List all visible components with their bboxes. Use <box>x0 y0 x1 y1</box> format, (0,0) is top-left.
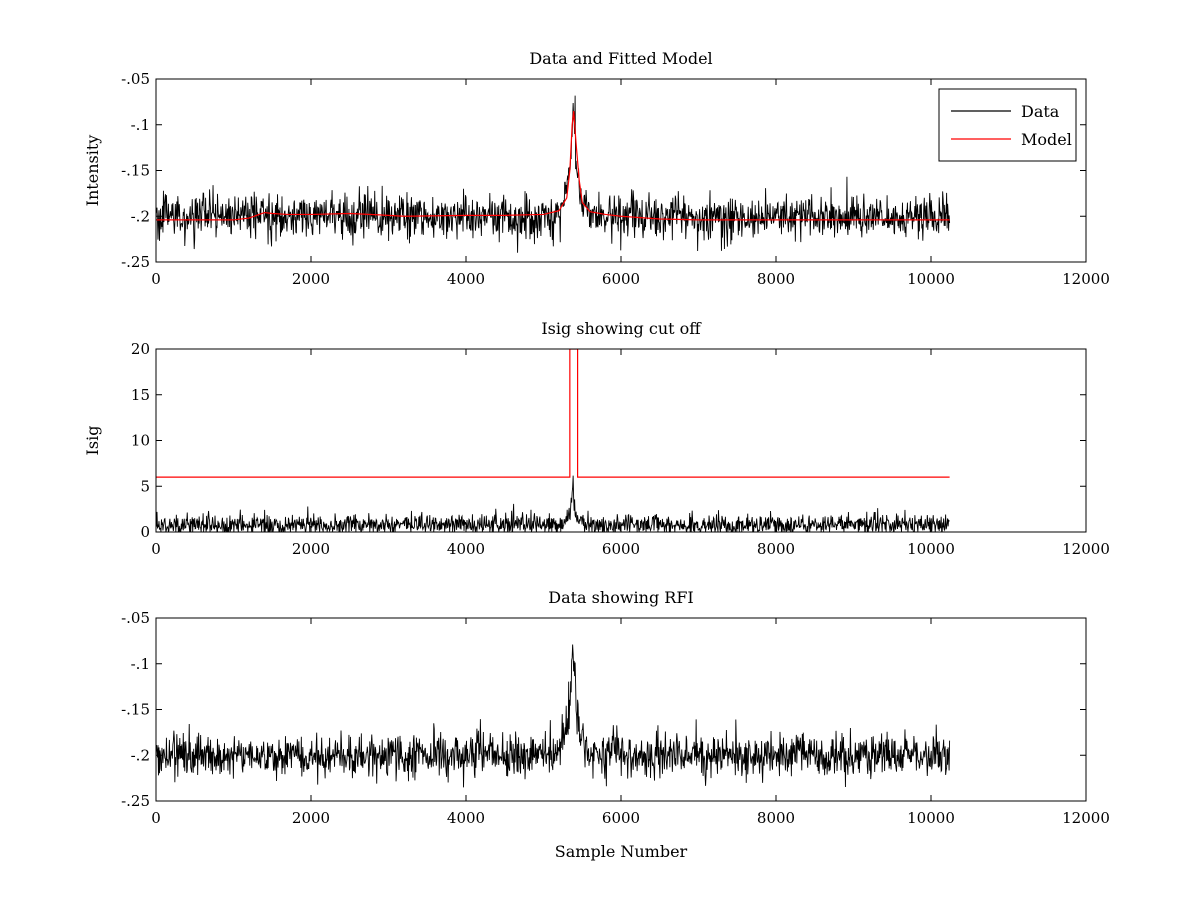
chart-title: Data showing RFI <box>548 588 693 607</box>
x-tick-label: 8000 <box>757 270 795 288</box>
x-tick-label: 0 <box>151 809 161 827</box>
x-tick-label: 4000 <box>447 270 485 288</box>
y-tick-label: -.1 <box>131 116 150 134</box>
x-axis-label: Sample Number <box>555 842 688 861</box>
y-tick-label: 0 <box>140 523 150 541</box>
y-tick-label: -.05 <box>121 70 150 88</box>
x-tick-label: 10000 <box>907 270 955 288</box>
y-tick-label: -.15 <box>121 162 150 180</box>
x-tick-label: 2000 <box>292 270 330 288</box>
chart-panel-2: 0 2000 4000 6000 8000 10000 12000 0 5 10 15 20 Isig … <box>83 319 1110 558</box>
y-axis-label: Isig <box>83 426 102 456</box>
y-tick-label: -.2 <box>131 746 150 764</box>
y-tick-label: 5 <box>140 477 150 495</box>
plot-area <box>156 95 951 253</box>
legend-label-data: Data <box>1021 102 1060 121</box>
legend-box <box>938 88 1077 162</box>
chart-title: Isig showing cut off <box>541 319 702 338</box>
x-tick-label: 8000 <box>757 540 795 558</box>
x-tick-label: 4000 <box>447 809 485 827</box>
x-tick-label: 6000 <box>602 270 640 288</box>
series-line-data <box>156 95 951 253</box>
y-axis-label: Intensity <box>83 135 102 207</box>
y-tick-label: 20 <box>131 340 150 358</box>
x-tick-label: 12000 <box>1062 540 1110 558</box>
chart-title: Data and Fitted Model <box>529 49 712 68</box>
chart-panel-1: 0 2000 4000 6000 8000 10000 12000 -.05 -.1 -.15 -.… <box>83 49 1110 288</box>
y-tick-label: 15 <box>131 386 150 404</box>
series-line-2 <box>156 349 950 478</box>
y-tick-label: -.15 <box>121 701 150 719</box>
plot-area <box>156 644 951 788</box>
x-tick-label: 0 <box>151 270 161 288</box>
series-line-1 <box>156 475 950 532</box>
x-tick-label: 2000 <box>292 540 330 558</box>
y-tick-label: -.25 <box>121 792 150 810</box>
y-tick-label: 10 <box>131 432 150 450</box>
plot-area <box>156 349 950 532</box>
x-tick-label: 8000 <box>757 809 795 827</box>
x-tick-label: 6000 <box>602 809 640 827</box>
y-tick-label: -.1 <box>131 655 150 673</box>
y-tick-label: -.25 <box>121 253 150 271</box>
x-tick-label: 6000 <box>602 540 640 558</box>
chart-panel-3: 0 2000 4000 6000 8000 10000 12000 -.05 -.1 -.15 -.… <box>121 588 1110 861</box>
x-tick-label: 10000 <box>907 809 955 827</box>
x-tick-label: 12000 <box>1062 270 1110 288</box>
series-line-model <box>156 110 950 221</box>
y-tick-label: -.05 <box>121 609 150 627</box>
x-tick-label: 10000 <box>907 540 955 558</box>
x-tick-label: 4000 <box>447 540 485 558</box>
series-line-1 <box>156 644 951 788</box>
x-tick-label: 0 <box>151 540 161 558</box>
legend: Data Model <box>938 88 1077 162</box>
legend-label-model: Model <box>1021 130 1072 149</box>
x-tick-label: 12000 <box>1062 809 1110 827</box>
x-tick-label: 2000 <box>292 809 330 827</box>
y-tick-label: -.2 <box>131 207 150 225</box>
